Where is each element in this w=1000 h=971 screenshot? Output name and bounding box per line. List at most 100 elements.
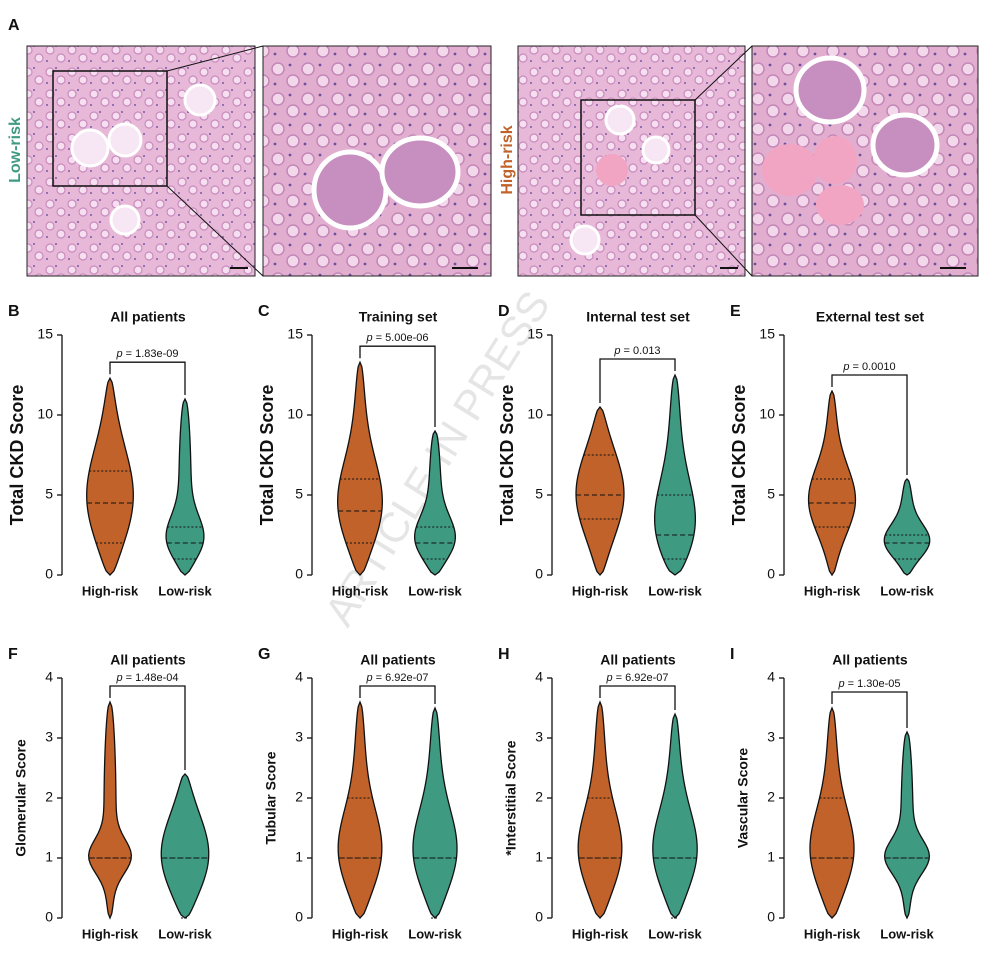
group-label: Low-risk: [7, 117, 24, 183]
y-tick-label: 1: [535, 849, 543, 865]
y-tick-label: 4: [45, 669, 53, 685]
panel-label: C: [258, 303, 270, 320]
violin: [412, 706, 458, 919]
chart-title: All patients: [832, 652, 908, 668]
y-tick-label: 0: [535, 909, 543, 925]
significance-bracket: [109, 361, 186, 395]
y-tick-label: 0: [45, 909, 53, 925]
p-text: = 1.83e-09: [126, 348, 179, 360]
y-tick-label: 1: [45, 849, 53, 865]
violin-chart: I All patients Vascular Score 0 1 2 3 4 High-ris…: [730, 646, 934, 941]
significance-bracket: [831, 374, 908, 475]
violin: [652, 712, 698, 919]
p-value: p = 1.48e-04: [115, 672, 178, 684]
p-value: p = 0.013: [613, 345, 660, 357]
y-tick-label: 0: [535, 566, 543, 582]
p-text: = 1.30e-05: [848, 678, 901, 690]
y-tick-label: 0: [295, 909, 303, 925]
panel-label: D: [498, 303, 510, 320]
p-text: = 1.48e-04: [126, 672, 179, 684]
histology-low: Low-risk: [7, 45, 492, 277]
y-tick-label: 10: [37, 406, 53, 422]
p-symbol: p: [605, 672, 612, 684]
x-tick-label: High-risk: [572, 926, 629, 941]
x-tick-label: Low-risk: [158, 583, 212, 598]
y-tick-label: 5: [45, 486, 53, 502]
p-symbol: p: [613, 345, 620, 357]
violin: [653, 373, 697, 576]
violin: [87, 700, 133, 920]
y-tick-label: 10: [287, 406, 303, 422]
y-tick-label: 4: [535, 669, 543, 685]
y-tick-label: 0: [295, 566, 303, 582]
y-tick-label: 1: [767, 849, 775, 865]
significance-bracket: [599, 685, 676, 710]
p-text: = 0.013: [624, 345, 661, 357]
significance-bracket: [831, 691, 908, 728]
y-tick-label: 0: [767, 566, 775, 582]
y-axis-label: Tubular Score: [263, 751, 279, 844]
violin-chart: C Training set Total CKD Score 0 5 10 15 High-r…: [257, 303, 463, 598]
p-value: p = 5.00e-06: [365, 332, 428, 344]
violin-chart: E External test set Total CKD Score 0 5 10 15 H…: [729, 303, 935, 598]
y-tick-label: 5: [535, 486, 543, 502]
y-tick-label: 4: [295, 669, 303, 685]
violin: [807, 389, 857, 577]
histology-high: High-risk: [499, 45, 979, 277]
significance-bracket: [109, 685, 186, 770]
chart-title: All patients: [360, 652, 436, 668]
group-label: High-risk: [499, 125, 516, 194]
p-value: p = 1.83e-09: [115, 348, 178, 360]
panel-label: B: [8, 303, 20, 320]
y-tick-label: 0: [767, 909, 775, 925]
panel-label: F: [8, 646, 18, 663]
panel-label: E: [730, 303, 741, 320]
p-text: = 6.92e-07: [376, 672, 429, 684]
violin: [883, 478, 931, 576]
x-tick-label: Low-risk: [648, 926, 702, 941]
x-tick-label: High-risk: [804, 926, 861, 941]
y-tick-label: 15: [759, 326, 775, 342]
x-tick-label: Low-risk: [158, 926, 212, 941]
x-tick-label: High-risk: [804, 583, 861, 598]
panel-label: I: [730, 646, 734, 663]
panel-label: A: [8, 17, 20, 34]
significance-bracket: [599, 358, 676, 403]
x-tick-label: High-risk: [332, 583, 389, 598]
violin-chart: B All patients Total CKD Score 0 5 10 15 High-r…: [7, 303, 213, 598]
y-tick-label: 2: [45, 789, 53, 805]
violin: [883, 730, 931, 920]
y-axis-label: Vascular Score: [735, 748, 751, 849]
chart-title: Internal test set: [586, 309, 690, 325]
y-axis-label: Glomerular Score: [13, 739, 29, 857]
p-symbol: p: [842, 361, 849, 373]
y-tick-label: 3: [45, 729, 53, 745]
chart-title: All patients: [110, 652, 186, 668]
violin-chart: G All patients Tubular Score 0 1 2 3 4 High-risk…: [258, 646, 462, 941]
panel-label: H: [498, 646, 510, 663]
chart-title: All patients: [110, 309, 186, 325]
violin: [577, 700, 623, 919]
chart-title: External test set: [816, 309, 924, 325]
y-tick-label: 1: [295, 849, 303, 865]
p-value: p = 0.0010: [842, 361, 895, 373]
y-tick-label: 3: [295, 729, 303, 745]
x-tick-label: High-risk: [82, 583, 139, 598]
violin: [809, 706, 855, 919]
x-tick-label: High-risk: [82, 926, 139, 941]
y-tick-label: 4: [767, 669, 775, 685]
x-tick-label: Low-risk: [880, 583, 934, 598]
chart-title: Training set: [359, 309, 438, 325]
y-axis-label: Total CKD Score: [497, 385, 517, 526]
y-tick-label: 0: [45, 566, 53, 582]
violin: [413, 429, 457, 576]
p-text: = 0.0010: [853, 361, 896, 373]
chart-title: All patients: [600, 652, 676, 668]
significance-bracket: [359, 345, 436, 427]
violin: [575, 405, 625, 576]
x-tick-label: High-risk: [572, 583, 629, 598]
y-tick-label: 10: [759, 406, 775, 422]
p-text: = 6.92e-07: [616, 672, 669, 684]
